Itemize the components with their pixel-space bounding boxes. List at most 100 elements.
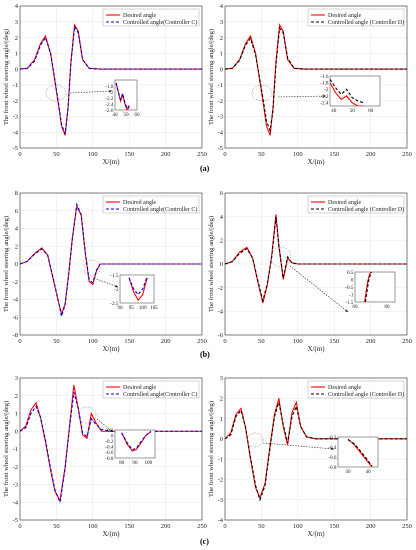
b-right-inset-series-1-line xyxy=(364,272,372,302)
legend-label-2: Controlled angle(Controller C) xyxy=(123,19,197,26)
y-tick-label: 3 xyxy=(15,375,18,382)
inset-y-tick-label: -2.2 xyxy=(320,94,329,100)
c-right-series-2-line xyxy=(225,402,407,502)
y-tick-label: 2 xyxy=(220,238,223,245)
x-tick-label: 0 xyxy=(223,338,226,345)
y-axis-label: The front wheel steering angle/(deg) xyxy=(3,29,10,125)
inset-y-tick-label: -0.4 xyxy=(328,445,337,451)
plot-frame xyxy=(224,377,408,521)
inset-y-tick-label: -0.2 xyxy=(328,435,337,441)
inset-x-tick-label: 100 xyxy=(144,460,152,466)
inset-y-tick-label: -1.5 xyxy=(345,300,354,306)
x-tick-label: 250 xyxy=(402,151,412,158)
inset-a-right: 40 50 60 -1.6-1.8-2-2.2-2.4 xyxy=(320,74,381,114)
inset-x-tick-label: 80 xyxy=(119,460,125,466)
plot-frame xyxy=(19,5,203,149)
legend-label-1: Desired angle xyxy=(123,200,156,206)
y-tick-label: -4 xyxy=(218,517,224,524)
inset-frame xyxy=(337,436,379,468)
x-tick-label: 200 xyxy=(366,338,376,345)
y-tick-label: 2 xyxy=(15,393,18,400)
y-tick-label: -1 xyxy=(13,446,18,453)
c-left-inset-series-2-line xyxy=(121,430,152,451)
x-tick-label: 150 xyxy=(329,338,339,345)
a-left-series-1-line xyxy=(20,23,202,136)
y-tick-label: 1 xyxy=(15,51,18,58)
inset-y-tick-label: -2 xyxy=(324,87,329,93)
zoom-arrowhead xyxy=(331,447,334,451)
x-tick-label: 100 xyxy=(293,338,303,345)
y-tick-label: -2 xyxy=(218,285,223,292)
y-tick-label: -2 xyxy=(218,477,223,484)
c-left-series-2-line xyxy=(20,392,202,505)
y-tick-label: 0 xyxy=(220,261,223,268)
x-tick-label: 0 xyxy=(18,151,21,158)
y-tick-label: -3 xyxy=(13,114,18,121)
inset-c-left: 80 90 100 0.20-0.2-0.4-0.6-0.8 xyxy=(105,428,156,466)
x-tick-label: 200 xyxy=(366,523,376,530)
x-tick-label: 200 xyxy=(366,151,376,158)
legend-label-2: Controlled angle (Controller D) xyxy=(328,391,404,398)
y-tick-label: 6 xyxy=(15,208,19,215)
inset-y-tick-label: -1 xyxy=(349,292,354,298)
inset-y-tick-label: -2.2 xyxy=(105,96,114,102)
legend-label-2: Controlled angle (Controller D) xyxy=(328,19,404,26)
inset-y-tick-label: 0.5 xyxy=(347,270,354,276)
row-label-c: (c) xyxy=(200,537,209,546)
c-right-series-1-line xyxy=(225,398,407,500)
inset-y-tick-label: -2.5 xyxy=(110,301,119,307)
inset-y-tick-label: -2.6 xyxy=(105,108,114,114)
y-tick-label: -5 xyxy=(13,517,18,524)
zoom-arrow xyxy=(277,95,327,98)
c-right-inset-series-1-line xyxy=(347,439,373,467)
y-tick-label: 0 xyxy=(15,261,18,268)
y-tick-label: 3 xyxy=(15,19,18,26)
x-tick-label: 150 xyxy=(124,523,134,530)
chart-b-right: 0 50 100 150 200 250 -6 -4 -2 0 2 4 6 X/(m) The front … xyxy=(208,190,412,353)
inset-x-tick-label: 100 xyxy=(139,305,147,311)
x-tick-label: 150 xyxy=(124,338,134,345)
chart-a-left: 0 50 100 150 200 250 -5 -4 -3 -2 -1 0 1 2 3 4 X/(m) The f… xyxy=(3,3,207,166)
inset-y-tick-label: 0 xyxy=(111,433,114,439)
a-right-series-1-line xyxy=(225,23,407,136)
zoom-arrowhead xyxy=(345,309,348,312)
x-tick-label: 50 xyxy=(53,338,60,345)
a-right-series-2-line xyxy=(225,26,407,133)
y-axis-label: The front wheel steering angle/(deg) xyxy=(3,401,10,497)
plot-frame xyxy=(224,5,408,149)
y-tick-label: 4 xyxy=(15,226,19,233)
legend-label-1: Desired angle xyxy=(328,385,361,391)
inset-y-tick-label: 0.2 xyxy=(107,428,114,434)
inset-x-tick-label: 90 xyxy=(132,460,138,466)
zoom-arrow xyxy=(96,418,114,433)
inset-y-tick-label: -0.5 xyxy=(345,285,354,291)
legend-label-2: Controlled angle(Controller C) xyxy=(123,391,197,398)
y-tick-label: -4 xyxy=(13,297,19,304)
inset-c-right: 30 40 -0.2 -0.4 -0.6 -0.8 xyxy=(328,435,379,475)
y-tick-label: 3 xyxy=(220,19,223,26)
inset-x-tick-label: 50 xyxy=(123,112,129,118)
zoom-arrow xyxy=(93,277,119,288)
zoom-ellipse xyxy=(45,84,67,102)
inset-x-tick-label: 60 xyxy=(368,108,374,114)
y-axis-label: The front wheel steering angle/(deg) xyxy=(3,216,10,312)
y-tick-label: -1 xyxy=(218,82,223,89)
y-tick-label: -1 xyxy=(13,82,18,89)
inset-y-tick-label: -1.8 xyxy=(105,84,114,90)
x-axis-label: X/(m) xyxy=(102,158,120,166)
b-left-series-1-line xyxy=(20,204,202,316)
inset-b-left: 90 95 100 105 -1.5 -2 -2.5 xyxy=(110,273,158,311)
chart-c-left: 0 50 100 150 200 250 -5 -4 -3 -2 -1 0 1 2 3 X/(m) The fr… xyxy=(3,375,207,538)
legend-label-1: Desired angle xyxy=(123,13,156,19)
inset-x-tick-label: 60 xyxy=(134,112,140,118)
y-tick-label: 2 xyxy=(220,395,223,402)
y-axis-label: The front wheel steering angle/(deg) xyxy=(208,401,215,497)
y-tick-label: -3 xyxy=(13,482,18,489)
zoom-arrowhead xyxy=(115,284,118,288)
plot-frame xyxy=(19,377,203,521)
y-tick-label: 4 xyxy=(15,3,19,10)
x-axis-label: X/(m) xyxy=(102,345,120,353)
y-tick-label: 3 xyxy=(220,375,223,382)
y-tick-label: -6 xyxy=(218,332,224,339)
